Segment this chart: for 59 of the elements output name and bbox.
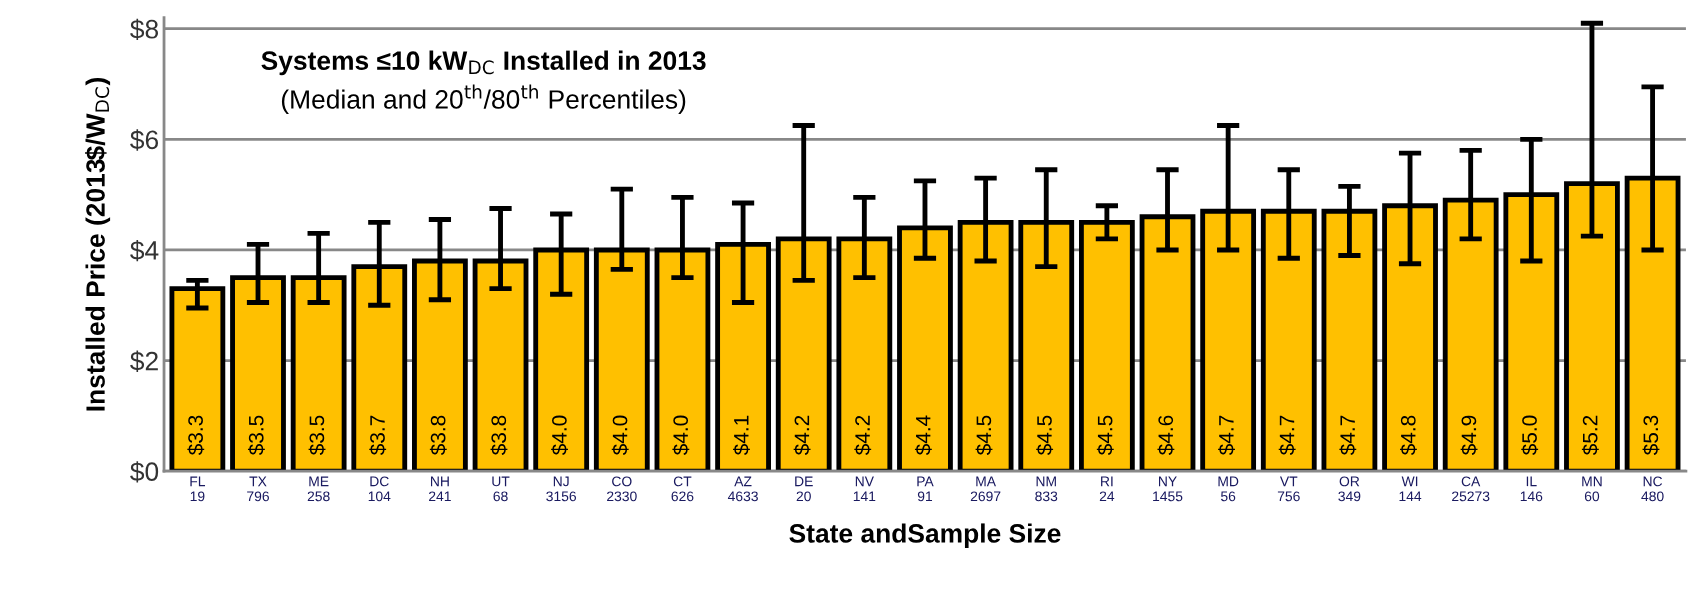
data-label: $3.8 <box>490 415 508 456</box>
data-label: $4.7 <box>1218 415 1235 456</box>
x-tick-label: PA 91 <box>917 476 934 502</box>
data-label: $4.4 <box>914 415 932 456</box>
x-tick-label: MN 60 <box>1582 476 1602 502</box>
x-tick-label: NJ 3156 <box>546 476 577 502</box>
text: (Median and 20$^{th}$/80$^{th}$ Percentiles) <box>281 84 686 114</box>
data-label: $4.6 <box>1157 415 1175 456</box>
x-tick-label: TX 796 <box>247 476 269 502</box>
x-tick-label: IL 146 <box>1520 476 1543 502</box>
x-tick-label: UT 68 <box>492 476 510 502</box>
data-label: $5.2 <box>1581 415 1599 456</box>
data-label: $4.1 <box>733 415 750 456</box>
y-tick-label: $4 <box>130 239 159 262</box>
y-tick-label: $6 <box>130 129 159 151</box>
x-tick-label: MA 2697 <box>970 476 1001 502</box>
x-tick-label: CT 626 <box>671 476 694 502</box>
data-label: $5.0 <box>1521 415 1539 456</box>
x-tick-label: CO 2330 <box>607 476 637 502</box>
x-tick-label: WI 144 <box>1399 476 1422 502</box>
x-tick-label: NV 141 <box>853 476 876 502</box>
y-tick-label: $2 <box>130 350 158 372</box>
x-tick-label: VT 756 <box>1277 476 1300 502</box>
data-label: $4.2 <box>854 415 872 456</box>
data-label: $3.7 <box>369 415 387 456</box>
data-label: $4.0 <box>551 415 569 456</box>
x-tick-label: RI 24 <box>1099 476 1115 502</box>
y-tick-label: $8 <box>130 18 159 41</box>
data-label: $3.8 <box>429 415 447 456</box>
data-label: $4.5 <box>1036 415 1054 456</box>
x-tick-label: ME 258 <box>307 476 330 502</box>
data-label: $4.7 <box>1339 415 1357 456</box>
data-label: $4.2 <box>793 415 811 456</box>
x-tick-label: FL 19 <box>190 476 206 502</box>
x-tick-label: MD 56 <box>1218 476 1239 502</box>
y-tick-label: $0 <box>130 461 159 483</box>
data-label: $4.7 <box>1278 415 1296 456</box>
x-axis-title: State andSample Size <box>789 523 1061 549</box>
x-tick-label: DE 20 <box>795 476 813 502</box>
x-tick-label: OR 349 <box>1338 476 1361 502</box>
data-label: $4.5 <box>1096 415 1114 456</box>
x-tick-label: AZ 4633 <box>727 476 758 502</box>
text: Systems ≤10 kW$_{DC}$ Installed in 2013 <box>261 50 706 76</box>
x-tick-label: DC 104 <box>368 476 391 502</box>
x-tick-label: CA 25273 <box>1452 476 1490 502</box>
data-label: $3.5 <box>308 415 326 456</box>
x-tick-label: NM 833 <box>1035 476 1058 502</box>
data-label: $4.5 <box>975 415 993 456</box>
x-tick-label: NC 480 <box>1641 476 1664 502</box>
data-label: $5.3 <box>1642 415 1660 456</box>
y-axis-title: Installed Price (2013$/W$_{DC}$) <box>85 77 111 411</box>
x-tick-label: NH 241 <box>429 476 451 502</box>
data-label: $3.5 <box>247 415 265 456</box>
data-label: $3.3 <box>187 415 205 456</box>
data-label: $4.8 <box>1400 415 1417 456</box>
x-tick-label: NY 1455 <box>1153 476 1183 502</box>
data-label: $4.0 <box>611 415 629 456</box>
data-label: $4.0 <box>672 415 690 456</box>
data-label: $4.9 <box>1460 415 1478 456</box>
